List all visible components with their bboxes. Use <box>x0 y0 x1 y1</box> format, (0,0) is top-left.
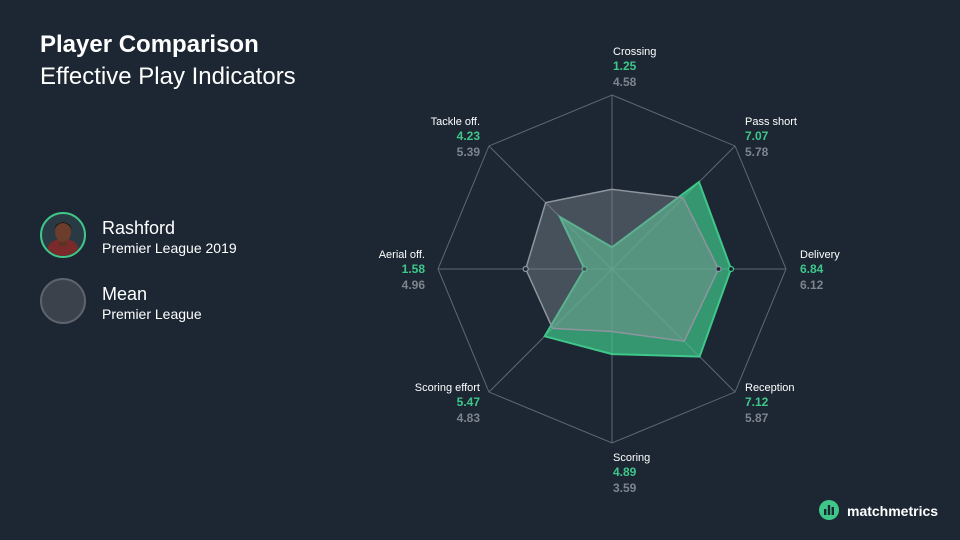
series-point-mean <box>522 265 529 273</box>
value-label-player: 7.07 <box>745 129 769 143</box>
player-avatar <box>40 212 86 258</box>
axis-label: Reception <box>745 382 795 394</box>
value-label-player: 5.47 <box>457 395 481 409</box>
series-point-player <box>727 265 735 273</box>
value-label-player: 1.58 <box>402 262 426 276</box>
axis-label: Aerial off. <box>379 249 425 261</box>
axis-label: Delivery <box>800 249 840 261</box>
value-label-player: 4.89 <box>613 465 637 479</box>
matchmetrics-logo-icon <box>819 500 839 520</box>
axis-label: Scoring <box>613 452 650 464</box>
value-label-mean: 5.39 <box>457 145 481 159</box>
value-label-mean: 4.96 <box>402 278 426 292</box>
legend-player-name: Rashford <box>102 218 176 238</box>
value-label-player: 4.23 <box>457 129 481 143</box>
value-label-mean: 4.58 <box>613 75 637 89</box>
series-point-player <box>581 265 588 273</box>
value-label-mean: 3.59 <box>613 481 637 495</box>
mean-swatch <box>40 278 86 324</box>
chart-title: Player Comparison <box>40 31 259 58</box>
axis-label: Crossing <box>613 46 656 58</box>
brand-name: matchmetrics <box>847 503 939 519</box>
value-label-mean: 6.12 <box>800 278 824 292</box>
series-point-mean <box>715 265 722 273</box>
radar-series <box>522 180 735 358</box>
chart-subtitle: Effective Play Indicators <box>40 63 296 90</box>
value-label-player: 6.84 <box>800 262 824 276</box>
series-area-mean <box>524 188 720 343</box>
axis-label: Tackle off. <box>431 116 480 128</box>
series-area-player <box>543 180 733 358</box>
value-label-player: 1.25 <box>613 59 637 73</box>
value-label-mean: 4.83 <box>457 411 481 425</box>
value-label-player: 7.12 <box>745 395 769 409</box>
axis-label: Scoring effort <box>415 382 480 394</box>
axis-label: Pass short <box>745 116 797 128</box>
value-label-mean: 5.87 <box>745 411 769 425</box>
legend-mean-desc: Premier League <box>102 306 202 322</box>
value-label-mean: 5.78 <box>745 145 769 159</box>
legend-player-desc: Premier League 2019 <box>102 240 237 256</box>
legend-mean-name: Mean <box>102 284 148 304</box>
